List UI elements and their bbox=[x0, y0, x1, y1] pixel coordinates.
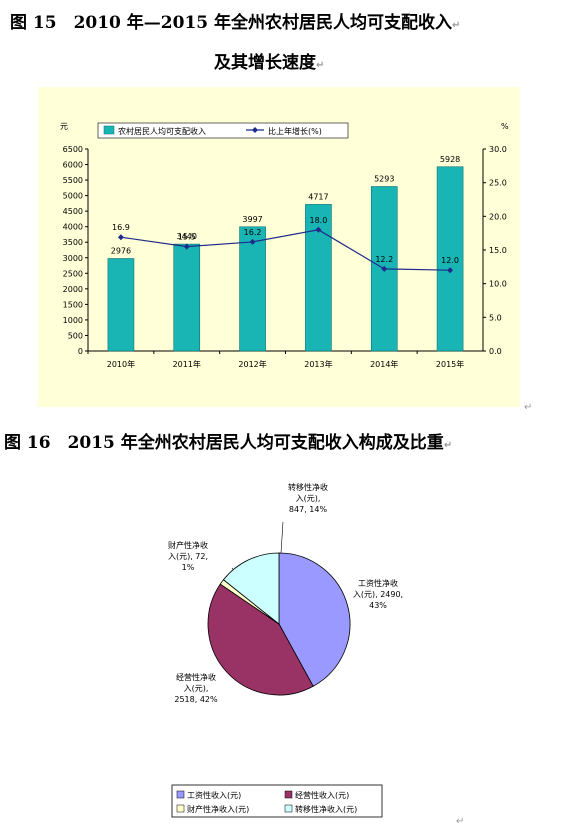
bar-value-label: 5293 bbox=[374, 175, 394, 184]
pie-leader-line bbox=[280, 521, 284, 554]
income-bar bbox=[436, 166, 464, 352]
income-composition-pie-chart: 工资性净收 入(元), 2490, 43% 经营性净收 入(元), 2518, 42% 财产… bbox=[0, 460, 566, 837]
growth-rate-point bbox=[315, 226, 322, 233]
income-bar bbox=[305, 204, 332, 352]
y-tick-label: 3500 bbox=[63, 238, 83, 247]
pie-legend: 工资性收入(元) 经营性收入(元) 财产性净收入(元) 转移性净收入(元) bbox=[171, 784, 383, 818]
legend-box bbox=[97, 122, 349, 139]
growth-rate-label: 12.2 bbox=[375, 255, 393, 264]
growth-rate-point bbox=[447, 267, 454, 274]
growth-rate-label: 16.9 bbox=[112, 223, 130, 232]
growth-rate-label: 18.0 bbox=[310, 216, 328, 225]
bar-value-label: 4717 bbox=[308, 192, 328, 201]
bar-value-label: 3997 bbox=[242, 215, 262, 224]
figure15-title-line2: 及其增长速度↵ bbox=[214, 53, 325, 73]
legend-bar-swatch bbox=[103, 125, 115, 135]
y2-tick-label: 20.0 bbox=[489, 212, 507, 221]
x-tick-label: 2015年 bbox=[436, 359, 464, 369]
legend-swatch bbox=[176, 790, 185, 799]
y2-tick-label: 30.0 bbox=[489, 145, 507, 154]
y-tick-label: 0 bbox=[78, 347, 83, 356]
legend-label: 财产性净收入(元) bbox=[187, 804, 249, 814]
legend-swatch bbox=[176, 804, 185, 813]
bar-value-label: 5928 bbox=[440, 155, 460, 164]
pie-slice-label: 1% bbox=[182, 563, 195, 572]
x-tick-label: 2014年 bbox=[370, 359, 398, 369]
income-bar bbox=[173, 243, 201, 352]
paragraph-mark-icon: ↵ bbox=[456, 816, 465, 827]
x-tick-label: 2011年 bbox=[173, 359, 201, 369]
pie-slice-label: 财产性净收 bbox=[168, 540, 208, 550]
y2-tick-label: 25.0 bbox=[489, 179, 507, 188]
income-bar-line-chart: 0 500 1000 1500 2000 2500 3000 3500 4000 4500 5000… bbox=[38, 87, 520, 407]
y-tick-label: 1500 bbox=[63, 300, 83, 309]
y-tick-label: 2000 bbox=[63, 285, 83, 294]
pie-slice bbox=[278, 552, 351, 687]
y2-tick-label: 10.0 bbox=[489, 280, 507, 289]
y-tick-label: 4500 bbox=[63, 207, 83, 216]
pie-slice-label: 43% bbox=[369, 601, 387, 610]
paragraph-mark-icon: ↵ bbox=[443, 440, 453, 451]
bar-value-label: 3440 bbox=[177, 232, 197, 241]
growth-rate-line bbox=[120, 229, 451, 271]
y-tick-label: 5000 bbox=[63, 192, 83, 201]
y2-tick-label: 5.0 bbox=[489, 313, 502, 322]
chart-legend: 农村居民人均可支配收入 比上年增长(%) bbox=[97, 122, 349, 139]
x-tick-label: 2012年 bbox=[238, 359, 266, 369]
pie-slice-label: 入(元), bbox=[184, 684, 209, 693]
legend-line-marker bbox=[252, 127, 258, 133]
y2-tick-label: 0.0 bbox=[489, 347, 502, 356]
pie-slice-label: 经营性净收 bbox=[176, 672, 216, 682]
bar-value-label: 2976 bbox=[111, 247, 131, 256]
pie-slice-label: 2518, 42% bbox=[174, 695, 218, 704]
x-tick-label: 2013年 bbox=[304, 359, 332, 369]
growth-rate-point bbox=[249, 238, 256, 245]
income-bar bbox=[107, 258, 135, 352]
legend-bar-label: 农村居民人均可支配收入 bbox=[118, 126, 206, 136]
y-tick-label: 6000 bbox=[63, 161, 83, 170]
legend-swatch bbox=[284, 790, 293, 799]
y-tick-label: 1000 bbox=[63, 316, 83, 325]
legend-label: 经营性收入(元) bbox=[295, 790, 349, 800]
growth-rate-label: 16.2 bbox=[244, 228, 262, 237]
growth-rate-label: 15.5 bbox=[178, 233, 196, 242]
y-tick-label: 500 bbox=[68, 331, 83, 340]
paragraph-mark-icon: ↵ bbox=[524, 402, 533, 413]
pie-slice-label: 847, 14% bbox=[289, 505, 328, 514]
income-chart-svg: 0 500 1000 1500 2000 2500 3000 3500 4000 4500 5000… bbox=[60, 122, 509, 369]
y-tick-label: 2500 bbox=[63, 269, 83, 278]
pie-slice-label: 转移性净收 bbox=[288, 482, 328, 492]
growth-rate-label: 12.0 bbox=[441, 256, 459, 265]
paragraph-mark-icon: ↵ bbox=[316, 60, 325, 71]
pie-slice-label: 入(元), 72, bbox=[168, 552, 208, 561]
income-bar bbox=[239, 226, 266, 352]
y-tick-label: 4000 bbox=[63, 223, 83, 232]
pie-slice bbox=[222, 552, 280, 625]
x-tick-label: 2010年 bbox=[107, 359, 135, 369]
y-tick-label: 5500 bbox=[63, 176, 83, 185]
y-tick-label: 6500 bbox=[63, 145, 83, 154]
pie-slice-label: 工资性净收 bbox=[358, 578, 398, 588]
pie-slice-label: 入(元), 2490, bbox=[353, 590, 403, 599]
growth-rate-point bbox=[381, 265, 388, 272]
pie-slice-label: 入(元), bbox=[296, 494, 321, 503]
y-tick-label: 3000 bbox=[63, 254, 83, 263]
growth-rate-point bbox=[117, 234, 124, 241]
legend-line-label: 比上年增长(%) bbox=[268, 126, 322, 136]
y2-tick-label: 15.0 bbox=[489, 246, 507, 255]
y2-axis-unit-label: % bbox=[501, 122, 509, 131]
growth-rate-point bbox=[183, 243, 190, 250]
figure16-title: 图 16 2015 年全州农村居民人均可支配收入构成及比重↵ bbox=[4, 433, 453, 453]
y-axis-unit-label: 元 bbox=[60, 122, 68, 131]
legend-box bbox=[171, 784, 383, 818]
legend-label: 转移性净收入(元) bbox=[295, 804, 357, 814]
legend-label: 工资性收入(元) bbox=[187, 790, 241, 800]
pie-slice bbox=[207, 583, 314, 696]
paragraph-mark-icon: ↵ bbox=[452, 20, 461, 31]
figure15-title-line1: 图 15 2010 年—2015 年全州农村居民人均可支配收入↵ bbox=[10, 13, 461, 33]
legend-swatch bbox=[284, 804, 293, 813]
